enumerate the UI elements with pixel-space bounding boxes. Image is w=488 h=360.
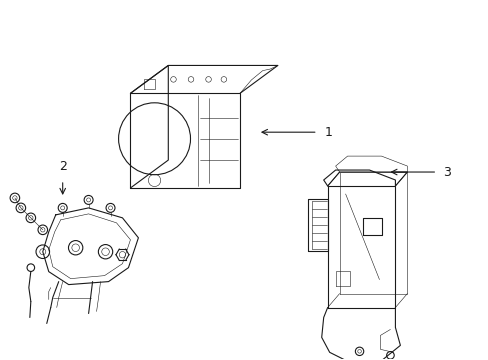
Text: 2: 2 <box>59 160 66 173</box>
Text: 3: 3 <box>442 166 450 179</box>
Text: 1: 1 <box>324 126 332 139</box>
